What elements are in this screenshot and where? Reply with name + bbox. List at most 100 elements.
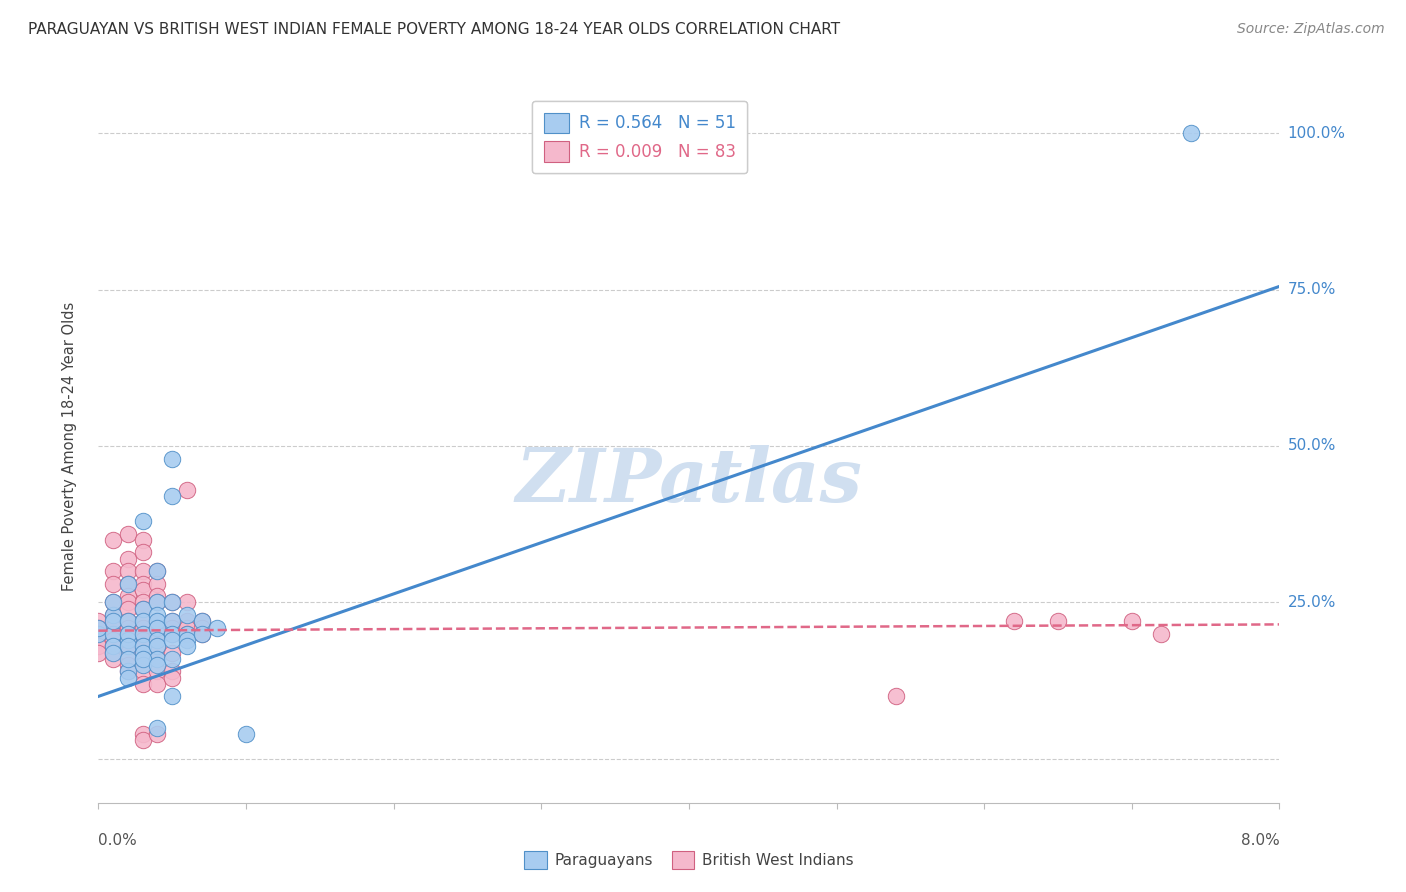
Point (132, 640, 155, 654)
Point (146, 595, 169, 609)
Point (132, 576, 155, 591)
Point (176, 627, 198, 641)
Text: 50.0%: 50.0% (1288, 439, 1336, 453)
Point (87, 621, 110, 635)
Legend: Paraguayans, British West Indians: Paraguayans, British West Indians (517, 845, 860, 875)
Point (117, 601, 139, 615)
Point (132, 677, 155, 691)
Point (117, 665, 139, 679)
Point (176, 627, 198, 641)
Point (146, 614, 169, 628)
Point (103, 633, 124, 648)
Point (132, 640, 155, 654)
Point (162, 614, 183, 628)
Point (1150, 627, 1173, 641)
Point (117, 526, 139, 541)
Text: ZIPatlas: ZIPatlas (516, 445, 862, 518)
Text: 8.0%: 8.0% (1240, 833, 1279, 848)
Point (1180, 126, 1202, 140)
Point (103, 646, 124, 660)
Point (132, 652, 155, 666)
Point (132, 614, 155, 628)
Point (117, 576, 139, 591)
Point (103, 652, 124, 666)
Point (132, 646, 155, 660)
Point (117, 614, 139, 628)
Point (162, 633, 183, 648)
Point (146, 595, 169, 609)
Point (87, 614, 110, 628)
Legend: R = 0.564   N = 51, R = 0.009   N = 83: R = 0.564 N = 51, R = 0.009 N = 83 (531, 101, 747, 173)
Point (146, 658, 169, 673)
Point (117, 640, 139, 654)
Point (162, 614, 183, 628)
Point (117, 658, 139, 673)
Point (132, 533, 155, 547)
Text: 0.0%: 0.0% (98, 833, 138, 848)
Point (117, 576, 139, 591)
Point (132, 646, 155, 660)
Point (117, 652, 139, 666)
Point (191, 614, 214, 628)
Point (132, 545, 155, 559)
Point (117, 671, 139, 685)
Point (103, 640, 124, 654)
Point (146, 640, 169, 654)
Point (132, 627, 155, 641)
Point (132, 727, 155, 741)
Point (146, 727, 169, 741)
Point (132, 601, 155, 615)
Point (117, 589, 139, 603)
Point (146, 652, 169, 666)
Point (117, 627, 139, 641)
Point (235, 727, 257, 741)
Point (191, 614, 214, 628)
Point (117, 646, 139, 660)
Point (146, 614, 169, 628)
Point (176, 483, 198, 497)
Point (162, 646, 183, 660)
Point (117, 633, 139, 648)
Y-axis label: Female Poverty Among 18-24 Year Olds: Female Poverty Among 18-24 Year Olds (62, 301, 77, 591)
Point (132, 652, 155, 666)
Point (146, 564, 169, 578)
Point (176, 607, 198, 622)
Point (117, 614, 139, 628)
Point (132, 614, 155, 628)
Point (103, 564, 124, 578)
Point (87, 627, 110, 641)
Point (103, 607, 124, 622)
Point (146, 665, 169, 679)
Point (117, 551, 139, 566)
Point (132, 633, 155, 648)
Point (1002, 614, 1025, 628)
Point (132, 665, 155, 679)
Point (132, 595, 155, 609)
Point (103, 646, 124, 660)
Point (87, 621, 110, 635)
Point (162, 621, 183, 635)
Point (162, 665, 183, 679)
Point (132, 564, 155, 578)
Point (176, 595, 198, 609)
Point (117, 633, 139, 648)
Point (162, 627, 183, 641)
Point (146, 576, 169, 591)
Point (117, 564, 139, 578)
Point (117, 640, 139, 654)
Point (191, 627, 214, 641)
Point (162, 627, 183, 641)
Text: PARAGUAYAN VS BRITISH WEST INDIAN FEMALE POVERTY AMONG 18-24 YEAR OLDS CORRELATI: PARAGUAYAN VS BRITISH WEST INDIAN FEMALE… (28, 22, 841, 37)
Point (87, 627, 110, 641)
Point (103, 627, 124, 641)
Point (146, 677, 169, 691)
Point (103, 576, 124, 591)
Point (117, 665, 139, 679)
Point (162, 595, 183, 609)
Text: 75.0%: 75.0% (1288, 282, 1336, 297)
Point (103, 533, 124, 547)
Point (162, 489, 183, 503)
Point (205, 621, 228, 635)
Point (103, 614, 124, 628)
Point (132, 582, 155, 597)
